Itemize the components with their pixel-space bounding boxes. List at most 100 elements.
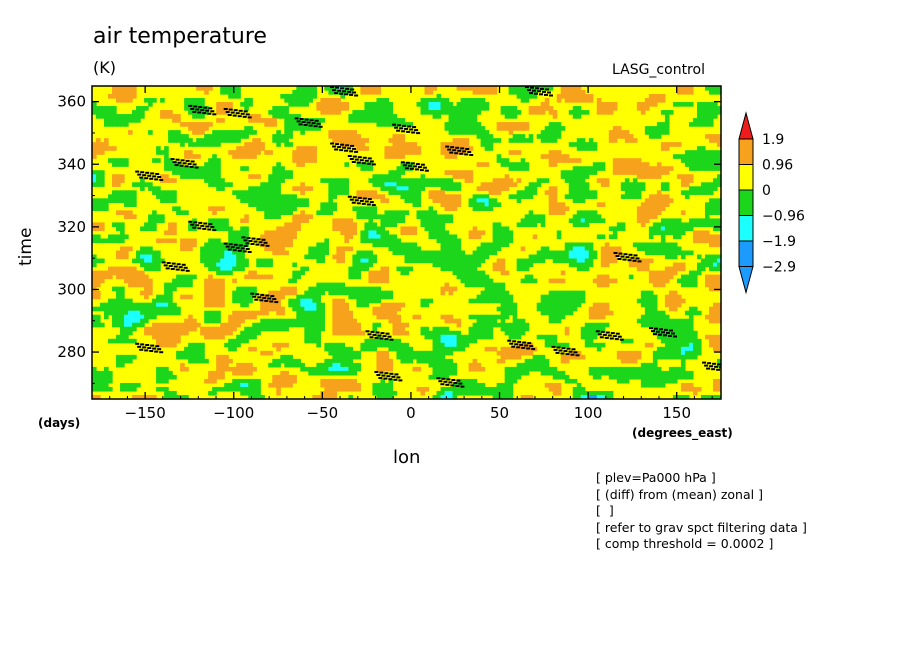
- stipple-mark: [193, 105, 198, 108]
- stipple-mark: [391, 375, 396, 378]
- stipple-mark: [366, 203, 371, 206]
- stipple-mark: [330, 142, 335, 145]
- stipple-mark: [351, 161, 356, 163]
- stipple-mark: [659, 328, 663, 331]
- stipple-mark: [458, 382, 463, 385]
- stipple-mark: [382, 335, 387, 338]
- stipple-mark: [185, 269, 190, 272]
- stipple-mark: [250, 292, 255, 295]
- stipple-mark: [195, 224, 200, 227]
- stipple-mark: [311, 122, 316, 125]
- stipple-mark: [194, 166, 199, 169]
- stipple-mark: [397, 124, 402, 127]
- stipple-mark: [223, 108, 228, 110]
- stipple-mark: [154, 178, 159, 181]
- stipple-mark: [225, 111, 230, 113]
- stipple-mark: [175, 158, 180, 161]
- stipple-mark: [575, 354, 580, 357]
- stipple-mark: [563, 350, 568, 353]
- stipple-mark: [135, 170, 140, 173]
- stipple-mark: [530, 86, 534, 89]
- stipple-mark: [706, 367, 711, 370]
- stipple-mark: [356, 202, 361, 205]
- stipple-mark: [526, 347, 531, 350]
- stipple-mark: [296, 120, 301, 123]
- stipple-mark: [357, 156, 362, 159]
- stipple-mark: [386, 375, 391, 378]
- stipple-mark: [192, 110, 197, 113]
- y-axis-label: time: [16, 227, 36, 266]
- stipple-mark: [623, 253, 628, 256]
- stipple-mark: [142, 346, 147, 349]
- stipple-mark: [254, 298, 259, 301]
- stipple-mark: [445, 145, 450, 148]
- stipple-mark: [185, 159, 190, 162]
- stipple-mark: [190, 223, 195, 226]
- stipple-mark: [389, 372, 394, 375]
- stipple-mark: [453, 382, 458, 384]
- stipple-mark: [451, 379, 456, 381]
- stipple-mark: [318, 125, 323, 128]
- stipple-mark: [265, 244, 270, 247]
- stipple-mark: [176, 263, 181, 266]
- stipple-mark: [464, 153, 469, 156]
- stipple-mark: [345, 87, 350, 90]
- y-tick-label: 320: [57, 218, 86, 236]
- stipple-mark: [522, 341, 527, 344]
- stipple-mark: [551, 345, 556, 348]
- stipple-mark: [208, 107, 213, 110]
- colorbar-segment: [738, 215, 754, 242]
- stipple-mark: [422, 166, 427, 169]
- stipple-mark: [396, 376, 401, 379]
- stipple-mark: [144, 349, 149, 352]
- stipple-mark: [364, 159, 369, 162]
- stipple-mark: [714, 365, 719, 368]
- stipple-mark: [400, 161, 405, 164]
- stipple-mark: [352, 196, 357, 199]
- notes-block: [ plev=Pa000 hPa ] [ (diff) from (mean) …: [596, 470, 807, 553]
- stipple-mark: [237, 249, 242, 252]
- stipple-mark: [339, 149, 344, 152]
- stipple-mark: [362, 197, 367, 200]
- stipple-mark: [238, 244, 243, 247]
- stipple-mark: [352, 155, 357, 158]
- stipple-mark: [340, 143, 345, 146]
- note-line: [ ]: [596, 503, 614, 518]
- stipple-mark: [571, 348, 576, 351]
- stipple-mark: [304, 118, 309, 121]
- stipple-mark: [622, 258, 627, 261]
- note-line: [ (diff) from (mean) zonal ]: [596, 486, 763, 502]
- stipple-mark: [195, 108, 200, 111]
- stipple-mark: [210, 226, 215, 229]
- stipple-mark: [389, 338, 394, 341]
- stipple-mark: [235, 246, 240, 249]
- stipple-mark: [235, 112, 240, 115]
- stipple-mark: [438, 380, 443, 383]
- stipple-mark: [545, 88, 549, 91]
- stipple-mark: [233, 243, 238, 246]
- stipple-mark: [166, 262, 171, 264]
- stipple-mark: [568, 350, 573, 353]
- stipple-mark: [157, 176, 162, 178]
- stipple-mark: [707, 362, 712, 365]
- stipple-mark: [135, 342, 140, 345]
- stipple-mark: [190, 107, 195, 110]
- stipple-mark: [404, 167, 409, 170]
- stipple-mark: [449, 151, 454, 154]
- stipple-mark: [419, 169, 424, 172]
- stipple-mark: [656, 330, 660, 333]
- stipple-mark: [407, 125, 412, 128]
- stipple-mark: [140, 171, 145, 174]
- stipple-mark: [409, 128, 414, 131]
- stipple-mark: [635, 257, 640, 260]
- stipple-mark: [245, 248, 250, 250]
- stipple-mark: [205, 109, 210, 112]
- stipple-mark: [387, 335, 392, 338]
- stipple-mark: [525, 86, 529, 89]
- stipple-mark: [187, 162, 192, 165]
- temperature-field: [92, 86, 721, 399]
- stipple-mark: [272, 298, 277, 301]
- stipple-mark: [381, 374, 386, 377]
- stipple-mark: [159, 179, 164, 181]
